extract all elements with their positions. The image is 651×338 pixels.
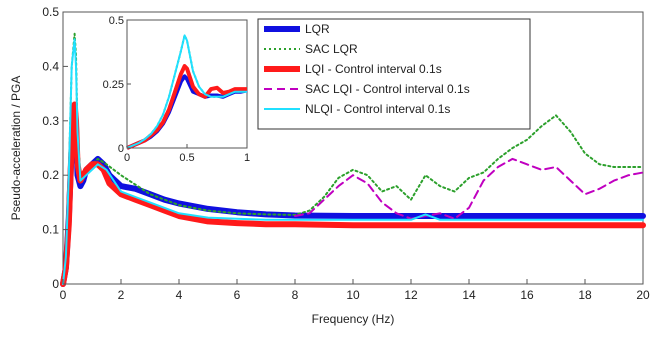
legend-label-nlqi-control-interval-0-1s: NLQI - Control interval 0.1s <box>305 102 450 116</box>
legend: LQR SAC LQR LQI - Control interval 0.1s SAC… <box>257 18 531 130</box>
inset-ticks-group: 0 0.5 1 0 0.25 0.5 <box>103 15 250 164</box>
inset-x-tick-label: 0 <box>124 152 130 164</box>
inset-y-tick-label: 0 <box>118 143 124 155</box>
main-series-sac-lqi-control-interval-0-1s <box>294 157 644 220</box>
x-tick-label: 6 <box>234 288 241 302</box>
y-tick-label: 0.3 <box>42 114 59 128</box>
inset-y-tick-label: 0.25 <box>103 79 124 91</box>
y-tick-label: 0.2 <box>42 168 59 182</box>
x-tick-label: 0 <box>60 288 67 302</box>
inset-plot: 0 0.5 1 0 0.25 0.5 <box>103 15 250 164</box>
legend-items: LQR SAC LQR LQI - Control interval 0.1s SAC… <box>264 22 470 116</box>
x-tick-label: 12 <box>404 288 418 302</box>
y-axis-label: Pseudo-acceleration / PGA <box>9 76 23 221</box>
inset-x-tick-label: 1 <box>244 152 250 164</box>
y-tick-label: 0 <box>52 277 59 291</box>
y-tick-label: 0.4 <box>42 59 59 73</box>
inset-x-tick-label: 0.5 <box>179 152 194 164</box>
legend-label-lqr: LQR <box>305 22 330 36</box>
legend-label-sac-lqi-control-interval-0-1s: SAC LQI - Control interval 0.1s <box>305 82 470 96</box>
x-axis-label: Frequency (Hz) <box>312 312 395 326</box>
x-tick-label: 18 <box>578 288 592 302</box>
main-series-nlqi-control-interval-0-1s <box>62 38 644 285</box>
legend-box <box>257 18 531 130</box>
main-series-lqi-control-interval-0-1s <box>60 101 646 287</box>
x-tick-label: 20 <box>636 288 650 302</box>
y-tick-label: 0.1 <box>42 223 59 237</box>
inset-series-group <box>126 34 248 150</box>
x-tick-label: 10 <box>346 288 360 302</box>
x-tick-label: 14 <box>462 288 476 302</box>
x-tick-label: 8 <box>292 288 299 302</box>
x-tick-label: 16 <box>520 288 534 302</box>
x-tick-label: 2 <box>118 288 125 302</box>
legend-label-lqi-control-interval-0-1s: LQI - Control interval 0.1s <box>305 62 442 76</box>
y-tick-label: 0.5 <box>42 5 59 19</box>
legend-label-sac-lqr: SAC LQR <box>305 42 358 56</box>
inset-y-tick-label: 0.5 <box>109 15 124 27</box>
main-series-group <box>60 32 646 287</box>
x-tick-label: 4 <box>176 288 183 302</box>
inset-series-nlqi-control-interval-0-1s <box>126 34 247 149</box>
